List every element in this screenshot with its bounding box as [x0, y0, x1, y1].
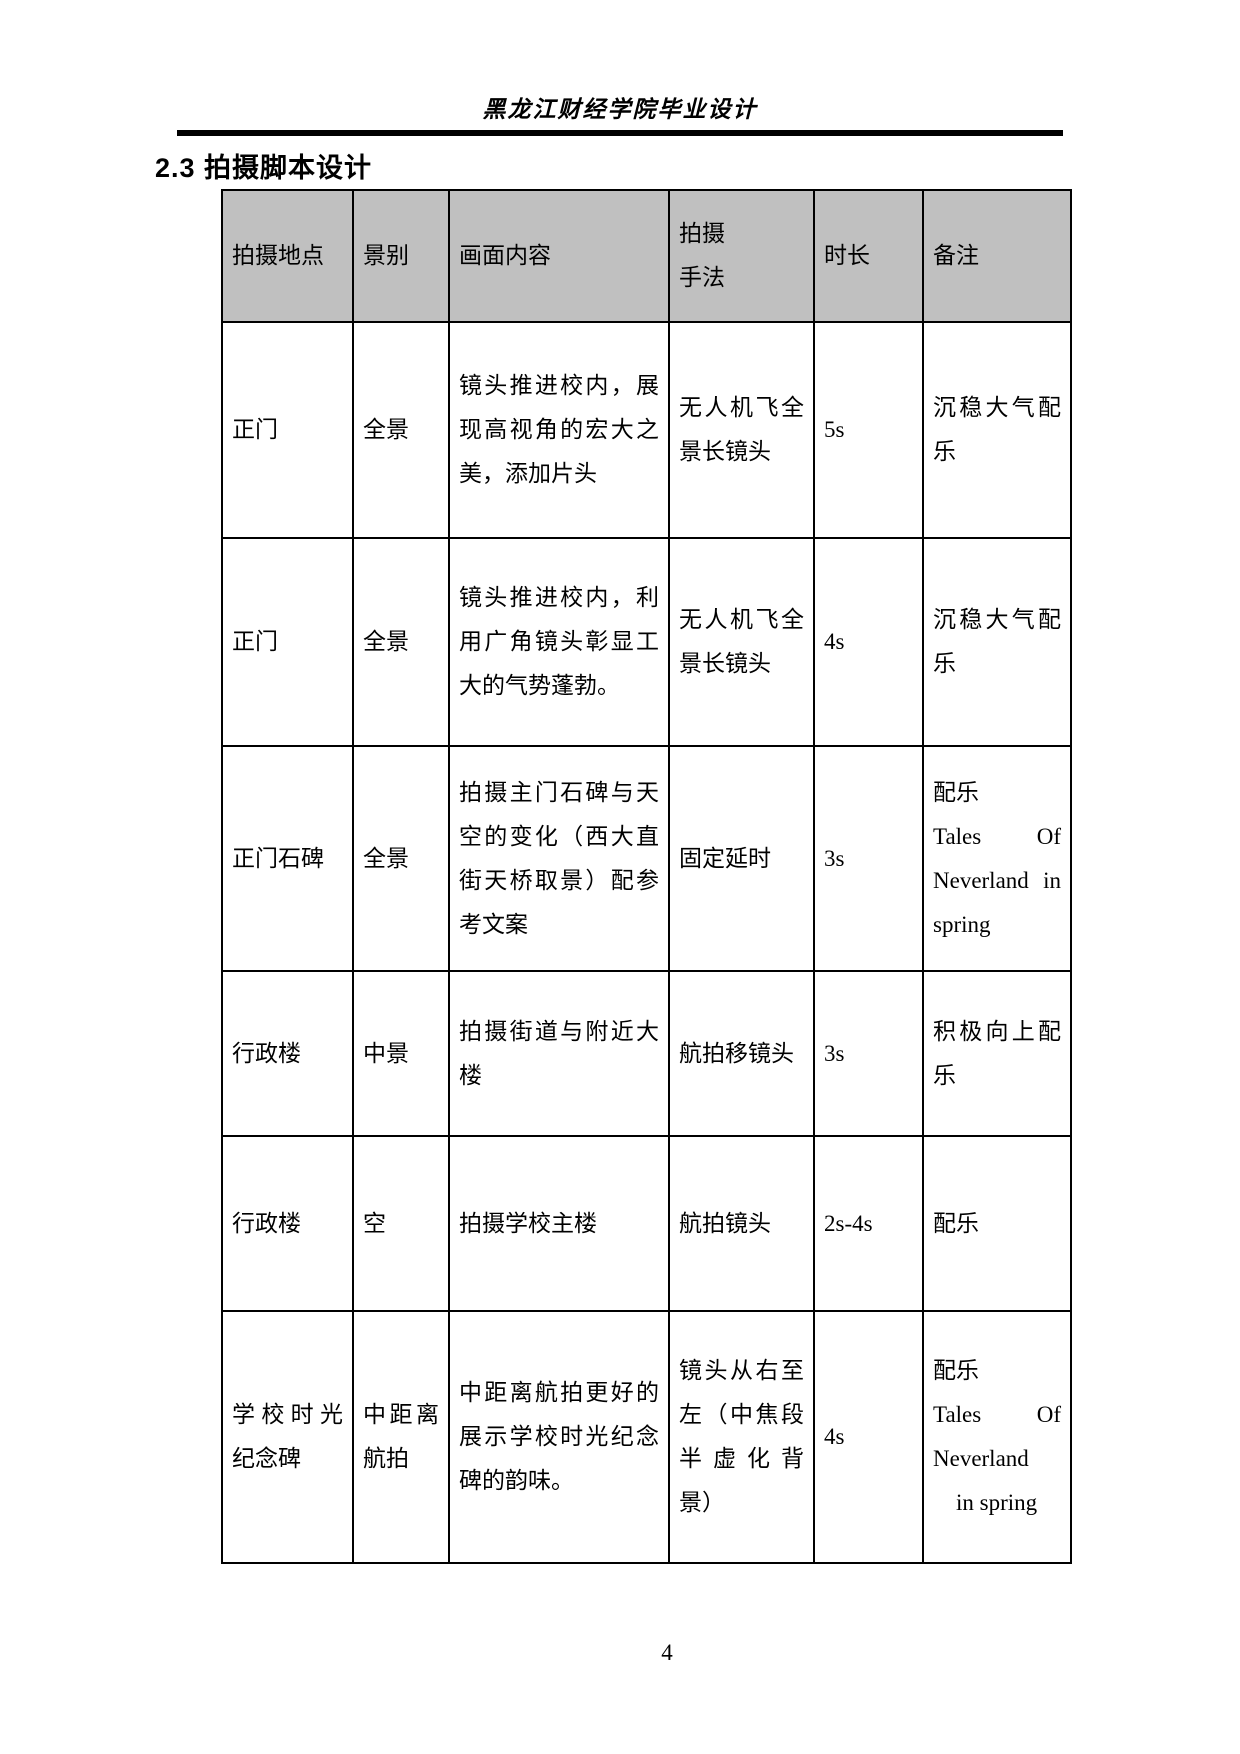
- cell-technique: 无人机飞全景长镜头: [668, 537, 815, 747]
- header-cell-technique: 拍摄 手法: [668, 189, 815, 323]
- header-cell-content: 画面内容: [448, 189, 670, 323]
- cell-duration: 4s: [813, 537, 924, 747]
- table-row: 正门 全景 镜头推进校内，展现高视角的宏大之美，添加片头 无人机飞全景长镜头 5s 沉稳大…: [221, 321, 1072, 539]
- table-row: 学校时光纪念碑 中距离航拍 中距离航拍更好的展示学校时光纪念碑的韵味。 镜头从右至左（…: [221, 1310, 1072, 1564]
- header-cell-location: 拍摄地点: [221, 189, 354, 323]
- cell-content: 中距离航拍更好的展示学校时光纪念碑的韵味。: [448, 1310, 670, 1564]
- cell-notes: 配乐: [922, 1135, 1072, 1312]
- cell-notes: 沉稳大气配乐: [922, 321, 1072, 539]
- table-row: 正门 全景 镜头推进校内，利用广角镜头彰显工大的气势蓬勃。 无人机飞全景长镜头 4s 沉稳…: [221, 537, 1072, 747]
- cell-content: 镜头推进校内，利用广角镜头彰显工大的气势蓬勃。: [448, 537, 670, 747]
- cell-content: 拍摄主门石碑与天空的变化（西大直街天桥取景）配参考文案: [448, 745, 670, 972]
- cell-technique: 无人机飞全景长镜头: [668, 321, 815, 539]
- cell-technique: 航拍移镜头: [668, 970, 815, 1137]
- cell-technique: 固定延时: [668, 745, 815, 972]
- page-number: 4: [661, 1640, 673, 1665]
- cell-content: 拍摄街道与附近大楼: [448, 970, 670, 1137]
- section-heading: 2.3 拍摄脚本设计: [155, 153, 373, 183]
- cell-duration: 2s-4s: [813, 1135, 924, 1312]
- cell-technique: 镜头从右至左（中焦段半虚化背景）: [668, 1310, 815, 1564]
- table-row: 正门石碑 全景 拍摄主门石碑与天空的变化（西大直街天桥取景）配参考文案 固定延时 3s 配…: [221, 745, 1072, 972]
- cell-technique: 航拍镜头: [668, 1135, 815, 1312]
- cell-duration: 3s: [813, 745, 924, 972]
- header-cell-duration: 时长: [813, 189, 924, 323]
- cell-shot-type: 全景: [352, 745, 450, 972]
- cell-notes: 沉稳大气配乐: [922, 537, 1072, 747]
- table-body: 正门 全景 镜头推进校内，展现高视角的宏大之美，添加片头 无人机飞全景长镜头 5s 沉稳大…: [221, 321, 1072, 1564]
- cell-duration: 4s: [813, 1310, 924, 1564]
- cell-location: 行政楼: [221, 1135, 354, 1312]
- cell-location: 正门: [221, 537, 354, 747]
- cell-location: 行政楼: [221, 970, 354, 1137]
- header-rule: [177, 130, 1063, 136]
- cell-duration: 5s: [813, 321, 924, 539]
- cell-content: 拍摄学校主楼: [448, 1135, 670, 1312]
- cell-location: 正门: [221, 321, 354, 539]
- table-head: 拍摄地点 景别 画面内容 拍摄 手法 时长 备注: [221, 189, 1072, 323]
- doc-header-title: 黑龙江财经学院毕业设计: [482, 97, 758, 122]
- cell-location: 正门石碑: [221, 745, 354, 972]
- cell-shot-type: 中景: [352, 970, 450, 1137]
- cell-shot-type: 全景: [352, 537, 450, 747]
- cell-notes: 配乐 Tales Of Neverland in spring: [922, 1310, 1072, 1564]
- cell-shot-type: 空: [352, 1135, 450, 1312]
- cell-location: 学校时光纪念碑: [221, 1310, 354, 1564]
- cell-shot-type: 中距离航拍: [352, 1310, 450, 1564]
- cell-content: 镜头推进校内，展现高视角的宏大之美，添加片头: [448, 321, 670, 539]
- table-header-row: 拍摄地点 景别 画面内容 拍摄 手法 时长 备注: [221, 189, 1072, 323]
- table-row: 行政楼空拍摄学校主楼 航拍镜头 2s-4s 配乐: [221, 1135, 1072, 1312]
- shooting-script-table: 拍摄地点 景别 画面内容 拍摄 手法 时长 备注 正门 全景 镜头推进校内，展现高视角的宏大之…: [221, 189, 1072, 1564]
- header-cell-notes: 备注: [922, 189, 1072, 323]
- cell-shot-type: 全景: [352, 321, 450, 539]
- cell-notes: 积极向上配乐: [922, 970, 1072, 1137]
- header-cell-shot-type: 景别: [352, 189, 450, 323]
- table-row: 行政楼 中景 拍摄街道与附近大楼 航拍移镜头 3s 积极向上配乐: [221, 970, 1072, 1137]
- cell-duration: 3s: [813, 970, 924, 1137]
- cell-notes: 配乐 Tales Of Neverland in spring: [922, 745, 1072, 972]
